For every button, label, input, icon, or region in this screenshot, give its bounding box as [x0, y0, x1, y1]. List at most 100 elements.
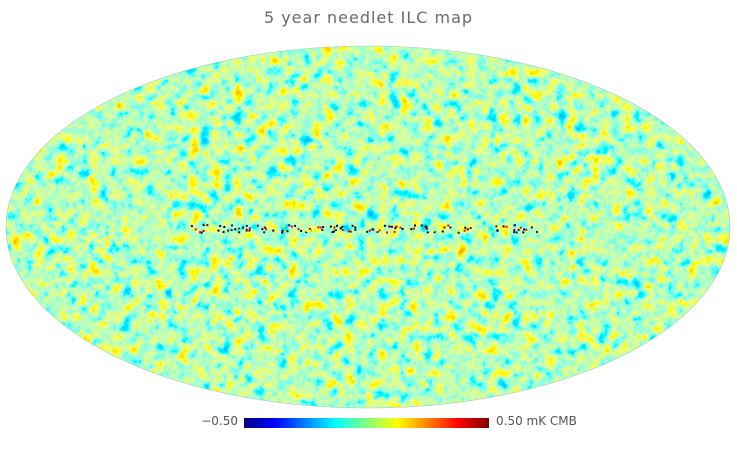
galactic-residual-pixel — [245, 224, 248, 227]
galactic-residual-pixel — [496, 229, 499, 232]
galactic-residual-pixel — [412, 227, 415, 230]
galactic-residual-pixel — [522, 231, 525, 234]
galactic-residual-pixel — [458, 228, 460, 231]
galactic-residual-pixel — [455, 231, 458, 234]
galactic-residual-pixel — [424, 225, 427, 228]
galactic-residual-pixel — [368, 229, 371, 232]
galactic-residual-pixel — [347, 230, 350, 233]
galactic-residual-pixel — [294, 224, 296, 227]
galactic-residual-pixel — [523, 228, 526, 231]
galactic-residual-pixel — [378, 229, 381, 232]
galactic-residual-pixel — [238, 231, 241, 234]
galactic-residual-pixel — [525, 228, 528, 231]
mollweide-sky-map — [5, 45, 731, 409]
map-title: 5 year needlet ILC map — [263, 8, 474, 27]
galactic-residual-pixel — [206, 224, 209, 227]
galactic-residual-pixel — [388, 225, 391, 228]
galactic-residual-pixel — [272, 229, 275, 232]
galactic-residual-pixel — [315, 227, 318, 230]
galactic-residual-pixel — [505, 225, 508, 228]
galactic-residual-pixel — [248, 229, 251, 232]
galactic-residual-pixel — [234, 228, 237, 231]
galactic-residual-pixel — [257, 224, 259, 227]
galactic-residual-pixel — [485, 226, 488, 229]
galactic-residual-pixel — [391, 224, 393, 227]
galactic-residual-pixel — [500, 225, 503, 228]
galactic-residual-pixel — [212, 224, 215, 227]
colorbar-max-label: 0.50 mK CMB — [496, 414, 577, 428]
galactic-residual-pixel — [432, 230, 435, 233]
galactic-residual-pixel — [238, 227, 240, 230]
galactic-residual-pixel — [495, 225, 498, 228]
galactic-residual-pixel — [317, 226, 320, 229]
galactic-residual-pixel — [283, 230, 286, 233]
galactic-residual-pixel — [401, 228, 404, 230]
galactic-residual-pixel — [536, 230, 538, 233]
galactic-residual-pixel — [502, 225, 505, 228]
galactic-residual-pixel — [449, 226, 452, 229]
galactic-residual-pixel — [380, 229, 383, 232]
galactic-residual-pixel — [248, 227, 251, 230]
galactic-residual-pixel — [265, 228, 267, 231]
galactic-residual-pixel — [333, 230, 335, 233]
galactic-residual-pixel — [395, 225, 398, 228]
galactic-residual-pixel — [491, 230, 494, 233]
galactic-residual-pixel — [354, 228, 357, 231]
galactic-residual-pixel — [339, 227, 342, 230]
galactic-residual-pixel — [530, 226, 533, 229]
galactic-residual-pixel — [390, 225, 393, 228]
galactic-residual-pixel — [426, 228, 428, 230]
galactic-residual-pixel — [245, 229, 248, 232]
galactic-residual-pixel — [412, 231, 415, 234]
galactic-residual-pixel — [414, 224, 416, 227]
galactic-residual-pixel — [222, 231, 225, 233]
galactic-residual-pixel — [393, 230, 396, 233]
galactic-residual-pixel — [300, 229, 303, 232]
galactic-residual-pixel — [202, 230, 205, 232]
galactic-residual-pixel — [433, 224, 436, 227]
galactic-residual-pixel — [286, 230, 289, 233]
galactic-residual-pixel — [513, 228, 516, 231]
galactic-residual-pixel — [200, 231, 203, 234]
galactic-residual-pixel — [457, 231, 460, 234]
galactic-residual-pixel — [190, 225, 193, 228]
galactic-residual-pixel — [290, 225, 293, 228]
galactic-residual-pixel — [281, 231, 284, 234]
galactic-residual-pixel — [245, 228, 248, 231]
galactic-residual-pixel — [476, 229, 479, 232]
galactic-residual-pixel — [420, 224, 423, 227]
galactic-residual-pixel — [376, 231, 379, 234]
galactic-residual-pixel — [329, 225, 332, 228]
galactic-residual-pixel — [319, 226, 322, 229]
map-outline — [5, 45, 731, 409]
galactic-residual-pixel — [371, 228, 374, 231]
galactic-residual-pixel — [386, 231, 388, 234]
galactic-residual-pixel — [227, 229, 230, 232]
galactic-residual-pixel — [513, 231, 516, 234]
galactic-residual-pixel — [513, 224, 516, 227]
galactic-residual-pixel — [366, 230, 369, 233]
galactic-residual-pixel — [322, 226, 325, 228]
galactic-residual-pixel — [519, 226, 522, 229]
galactic-residual-pixel — [230, 229, 233, 231]
galactic-residual-pixel — [223, 230, 226, 233]
colorbar — [244, 418, 489, 428]
galactic-residual-pixel — [464, 226, 467, 229]
galactic-residual-pixel — [463, 229, 466, 232]
galactic-residual-pixel — [335, 229, 337, 231]
galactic-residual-pixel — [349, 230, 352, 233]
galactic-residual-pixel — [231, 224, 234, 227]
colorbar-min-label: −0.50 — [201, 414, 238, 428]
galactic-residual-pixel — [341, 225, 344, 228]
galactic-residual-pixel — [308, 227, 311, 230]
galactic-residual-pixel — [219, 225, 222, 227]
galactic-residual-pixel — [242, 226, 245, 229]
galactic-residual-pixel — [388, 229, 391, 232]
galactic-residual-pixel — [217, 229, 220, 232]
galactic-residual-pixel — [202, 224, 205, 227]
galactic-residual-pixel — [515, 231, 518, 234]
galactic-residual-pixel — [508, 226, 511, 229]
galactic-residual-pixel — [261, 228, 264, 231]
galactic-residual-pixel — [410, 228, 413, 231]
galactic-residual-pixel — [336, 224, 339, 227]
